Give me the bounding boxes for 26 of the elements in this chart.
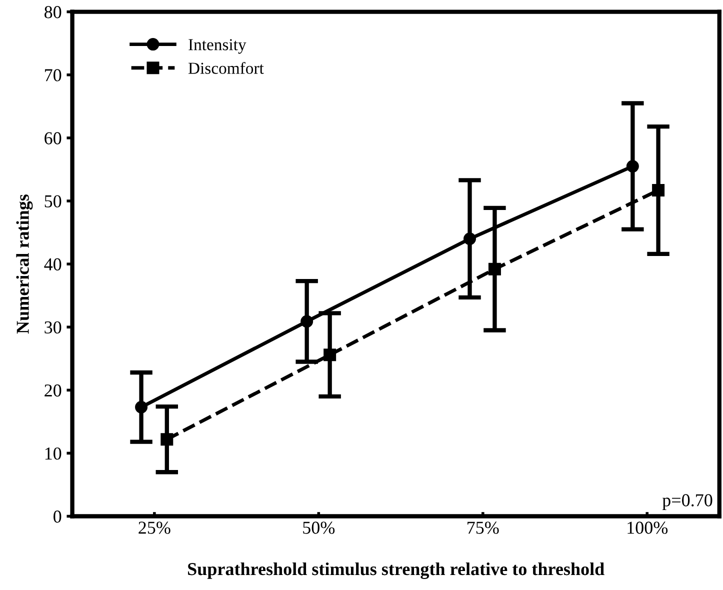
point <box>300 315 314 328</box>
x-tick-label: 75% <box>468 522 499 534</box>
y-tick-label: 10 <box>45 447 62 460</box>
y-tick-label: 70 <box>45 69 62 82</box>
y-tick-label: 30 <box>44 321 62 334</box>
x-tick-label: 100% <box>628 522 668 534</box>
x-tick-label: 50% <box>303 522 335 534</box>
point <box>464 232 476 246</box>
point <box>652 184 665 196</box>
y-axis-title: Numerical ratings <box>16 194 33 334</box>
y-tick-label: 20 <box>44 384 62 397</box>
y-tick-label: 80 <box>44 6 62 18</box>
legend-label: Intensity <box>188 39 246 54</box>
x-tick-label: 25% <box>138 522 170 534</box>
point <box>135 400 148 414</box>
annotation: p=0.70 <box>662 494 712 510</box>
y-tick-label: 40 <box>44 258 62 270</box>
x-axis-title: Suprathreshold stimulus strength relative to threshold <box>188 562 604 579</box>
y-tick-label: 50 <box>44 195 62 208</box>
y-tick-label: 60 <box>44 132 62 144</box>
point <box>324 348 336 362</box>
point <box>160 433 174 446</box>
legend-label: Discomfort <box>188 62 264 74</box>
point <box>488 262 501 276</box>
point <box>626 160 639 173</box>
y-tick-label: 0 <box>54 510 62 523</box>
